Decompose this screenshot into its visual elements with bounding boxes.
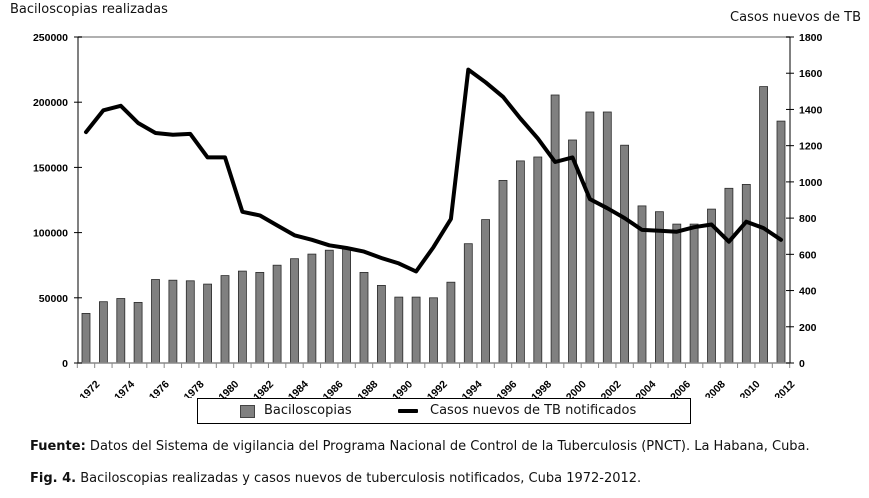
legend-line-swatch xyxy=(398,409,418,413)
bar-2010 xyxy=(741,183,751,364)
bar-1981 xyxy=(237,270,247,364)
x-tick-label: 2012 xyxy=(772,378,797,398)
right-tick-label: 1200 xyxy=(799,141,823,153)
x-tick-label: 2004 xyxy=(633,378,658,398)
bar-2007 xyxy=(689,223,699,364)
bar-2009 xyxy=(724,187,734,364)
legend-label-casos: Casos nuevos de TB notificados xyxy=(430,403,637,418)
left-tick-label: 50000 xyxy=(39,293,68,305)
left-tick-label: 250000 xyxy=(33,32,68,44)
x-tick-label: 1992 xyxy=(425,378,450,398)
x-tick-label: 2010 xyxy=(738,378,763,398)
bar-2006 xyxy=(672,223,682,364)
x-tick-label: 1994 xyxy=(460,378,485,398)
right-tick-label: 800 xyxy=(799,213,817,225)
right-tick-label: 200 xyxy=(799,322,817,334)
bar-1982 xyxy=(255,271,265,364)
bar-2008 xyxy=(707,208,716,364)
bar-1993 xyxy=(446,281,456,364)
legend-bar-swatch xyxy=(240,405,255,418)
left-tick-label: 100000 xyxy=(33,228,68,240)
x-tick-label: 2002 xyxy=(599,378,624,398)
x-tick-label: 1982 xyxy=(251,378,276,398)
bar-2000 xyxy=(568,139,577,364)
line-series xyxy=(84,67,783,274)
x-tick-label: 2006 xyxy=(668,378,693,398)
bar-1975 xyxy=(133,301,143,364)
bar-1990 xyxy=(394,296,404,364)
bar-1987 xyxy=(342,248,352,364)
bar-1986 xyxy=(324,249,334,364)
figure-label: Fig. 4. xyxy=(30,471,77,486)
bar-1988 xyxy=(359,271,369,364)
x-tick-label: 1990 xyxy=(390,378,415,398)
bar-1996 xyxy=(498,179,508,364)
right-tick-label: 1400 xyxy=(799,104,823,116)
x-tick-label: 1976 xyxy=(147,378,172,398)
right-tick-label: 1600 xyxy=(799,68,823,80)
x-tick-label: 1978 xyxy=(182,378,207,398)
left-tick-label: 200000 xyxy=(33,97,68,109)
bar-1977 xyxy=(168,279,178,364)
x-tick-label: 1984 xyxy=(286,378,311,398)
bar-2005 xyxy=(655,211,664,364)
bar-1972 xyxy=(81,312,91,364)
bar-1974 xyxy=(116,298,126,364)
legend-label-baciloscopias: Baciloscopias xyxy=(264,403,352,418)
bar-1985 xyxy=(307,253,317,364)
right-axis-title: Casos nuevos de TB xyxy=(730,10,861,25)
bar-1973 xyxy=(99,301,108,364)
right-tick-label: 0 xyxy=(799,358,805,370)
axes xyxy=(74,36,794,368)
bar-1983 xyxy=(272,264,282,364)
bar-2011 xyxy=(759,86,768,364)
right-tick-label: 400 xyxy=(799,286,817,298)
legend: Baciloscopias Casos nuevos de TB notific… xyxy=(197,398,691,424)
left-axis-title: Baciloscopias realizadas xyxy=(10,2,168,17)
bar-1995 xyxy=(481,219,491,364)
x-tick-label: 1980 xyxy=(216,378,241,398)
x-tick-label: 2008 xyxy=(703,378,728,398)
bar-2012 xyxy=(776,120,786,364)
bar-1998 xyxy=(533,156,543,364)
figure-text: Baciloscopias realizadas y casos nuevos … xyxy=(76,471,642,486)
figure-caption: Fig. 4. Baciloscopias realizadas y casos… xyxy=(30,471,641,486)
left-tick-label: 0 xyxy=(62,358,68,370)
x-tick-label: 1972 xyxy=(77,378,102,398)
x-tick-label: 1974 xyxy=(112,378,137,398)
right-tick-label: 1000 xyxy=(799,177,823,189)
right-tick-label: 600 xyxy=(799,249,817,261)
bar-1991 xyxy=(411,296,421,364)
source-text: Datos del Sistema de vigilancia del Prog… xyxy=(85,439,810,454)
bar-2003 xyxy=(620,144,629,364)
x-tick-label: 1988 xyxy=(355,378,380,398)
bar-2001 xyxy=(585,111,595,364)
left-tick-label: 150000 xyxy=(33,162,68,174)
x-tick-label: 2000 xyxy=(564,378,589,398)
bar-1978 xyxy=(185,280,195,364)
bar-1994 xyxy=(463,243,473,364)
chart-canvas: 0 50000 100000 150000 200000 250000 0 200 400 600… xyxy=(33,32,823,398)
bar-1997 xyxy=(516,160,525,364)
bar-1989 xyxy=(376,284,386,364)
x-tick-label: 1986 xyxy=(321,378,346,398)
bar-1976 xyxy=(151,279,160,364)
bar-2002 xyxy=(602,111,612,364)
bar-series xyxy=(81,86,786,364)
x-tick-label: 1996 xyxy=(494,378,519,398)
source-caption: Fuente: Datos del Sistema de vigilancia … xyxy=(30,439,810,454)
right-tick-label: 1800 xyxy=(799,32,823,44)
bar-1979 xyxy=(203,283,213,364)
bar-1999 xyxy=(550,94,560,364)
source-label: Fuente: xyxy=(30,439,86,454)
bar-1980 xyxy=(220,275,230,364)
bar-1984 xyxy=(290,258,299,364)
x-tick-label: 1998 xyxy=(529,378,554,398)
bar-1992 xyxy=(429,297,438,364)
